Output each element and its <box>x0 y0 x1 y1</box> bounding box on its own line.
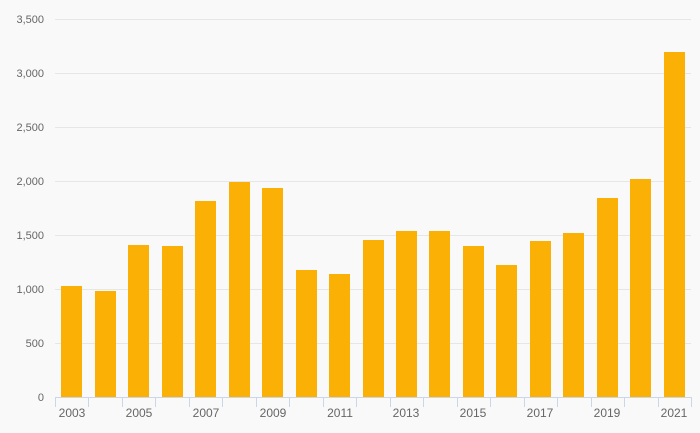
x-axis-tick <box>524 397 525 407</box>
y-axis-tick-label: 2,000 <box>16 176 44 188</box>
x-axis-tick <box>691 397 692 407</box>
x-axis-tick <box>490 397 491 407</box>
x-axis-tick <box>155 397 156 407</box>
bar-2021[interactable] <box>664 52 685 397</box>
bar-2020[interactable] <box>630 179 651 397</box>
bar-2004[interactable] <box>95 291 116 397</box>
bar-2007[interactable] <box>195 201 216 397</box>
x-axis-tick <box>256 397 257 407</box>
x-axis-tick-label: 2003 <box>58 406 86 420</box>
x-axis-tick <box>624 397 625 407</box>
x-axis-tick-label: 2019 <box>593 406 621 420</box>
x-axis-tick-label: 2005 <box>125 406 153 420</box>
bar-2013[interactable] <box>396 231 417 397</box>
y-axis-tick-label: 0 <box>37 392 44 404</box>
bar-2003[interactable] <box>61 286 82 397</box>
x-axis-tick <box>557 397 558 407</box>
gridline-2000 <box>55 181 691 182</box>
x-axis-tick <box>390 397 391 407</box>
x-axis-tick <box>356 397 357 407</box>
bar-2005[interactable] <box>128 245 149 397</box>
y-axis-tick-label: 3,000 <box>16 68 44 80</box>
bar-2018[interactable] <box>563 233 584 397</box>
bar-2017[interactable] <box>530 241 551 397</box>
x-axis-tick <box>457 397 458 407</box>
gridline-3000 <box>55 73 691 74</box>
y-axis-tick-label: 1,000 <box>16 284 44 296</box>
x-axis-tick <box>323 397 324 407</box>
bar-2010[interactable] <box>296 270 317 397</box>
bar-2008[interactable] <box>229 182 250 397</box>
bar-2011[interactable] <box>329 274 350 397</box>
x-axis-tick <box>122 397 123 407</box>
gridline-1500 <box>55 235 691 236</box>
x-axis-tick-label: 2021 <box>660 406 688 420</box>
gridline-3500 <box>55 19 691 20</box>
x-axis-tick-label: 2017 <box>526 406 554 420</box>
x-axis-tick <box>289 397 290 407</box>
x-axis-tick-label: 2007 <box>192 406 220 420</box>
x-axis-tick <box>189 397 190 407</box>
x-axis-tick-label: 2011 <box>327 406 353 420</box>
bar-2012[interactable] <box>363 240 384 397</box>
bar-2006[interactable] <box>162 246 183 397</box>
x-axis-tick <box>55 397 56 407</box>
x-axis-tick <box>591 397 592 407</box>
bar-2016[interactable] <box>496 265 517 397</box>
bar-2019[interactable] <box>597 198 618 397</box>
y-axis-tick-label: 2,500 <box>16 122 44 134</box>
y-axis-tick-label: 3,500 <box>16 14 44 26</box>
x-axis-tick-label: 2009 <box>259 406 287 420</box>
x-axis-tick <box>658 397 659 407</box>
gridline-2500 <box>55 127 691 128</box>
x-axis-tick <box>423 397 424 407</box>
y-axis-tick-label: 500 <box>25 338 44 350</box>
x-axis-tick-label: 2013 <box>392 406 420 420</box>
x-axis-line <box>55 397 692 398</box>
bar-2015[interactable] <box>463 246 484 397</box>
y-axis-tick-label: 1,500 <box>16 230 44 242</box>
x-axis-tick-label: 2015 <box>459 406 487 420</box>
bar-2009[interactable] <box>262 188 283 397</box>
x-axis-tick <box>222 397 223 407</box>
x-axis-tick <box>88 397 89 407</box>
bar-2014[interactable] <box>429 231 450 397</box>
